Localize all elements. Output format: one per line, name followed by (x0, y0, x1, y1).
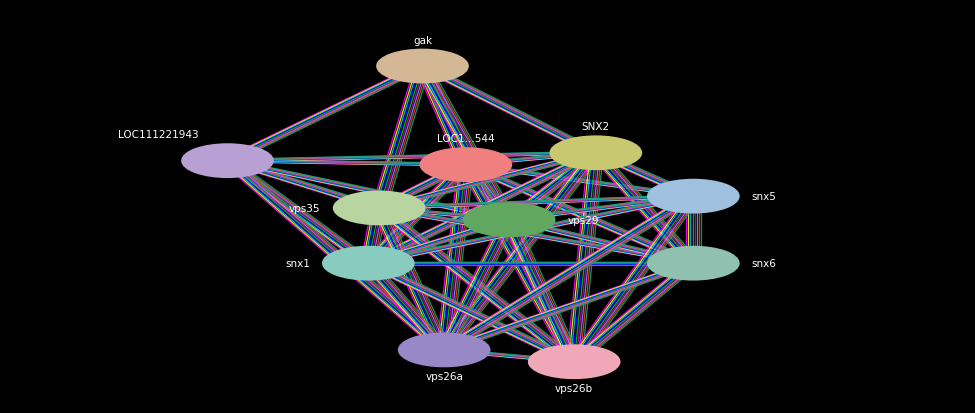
Circle shape (464, 204, 555, 237)
Text: vps26a: vps26a (425, 371, 463, 381)
Text: vps29: vps29 (567, 215, 600, 225)
Text: LOC111221943: LOC111221943 (118, 130, 198, 140)
Text: vps26b: vps26b (555, 383, 593, 393)
Text: gak: gak (413, 36, 432, 45)
Text: vps35: vps35 (290, 204, 321, 214)
Text: snx1: snx1 (285, 259, 310, 268)
Circle shape (333, 192, 425, 225)
Circle shape (647, 247, 739, 280)
Text: SNX2: SNX2 (582, 122, 610, 132)
Circle shape (528, 345, 620, 378)
Circle shape (647, 180, 739, 213)
Text: LOC1...544: LOC1...544 (437, 134, 494, 144)
Circle shape (399, 334, 489, 367)
Circle shape (420, 149, 511, 182)
Circle shape (377, 50, 468, 83)
Circle shape (182, 145, 273, 178)
Circle shape (550, 137, 642, 170)
Text: snx5: snx5 (752, 192, 777, 202)
Circle shape (323, 247, 413, 280)
Text: snx6: snx6 (752, 259, 777, 268)
